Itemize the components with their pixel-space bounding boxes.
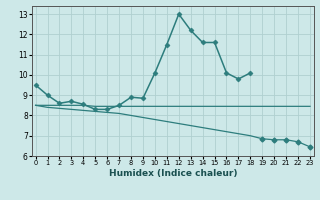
X-axis label: Humidex (Indice chaleur): Humidex (Indice chaleur) bbox=[108, 169, 237, 178]
